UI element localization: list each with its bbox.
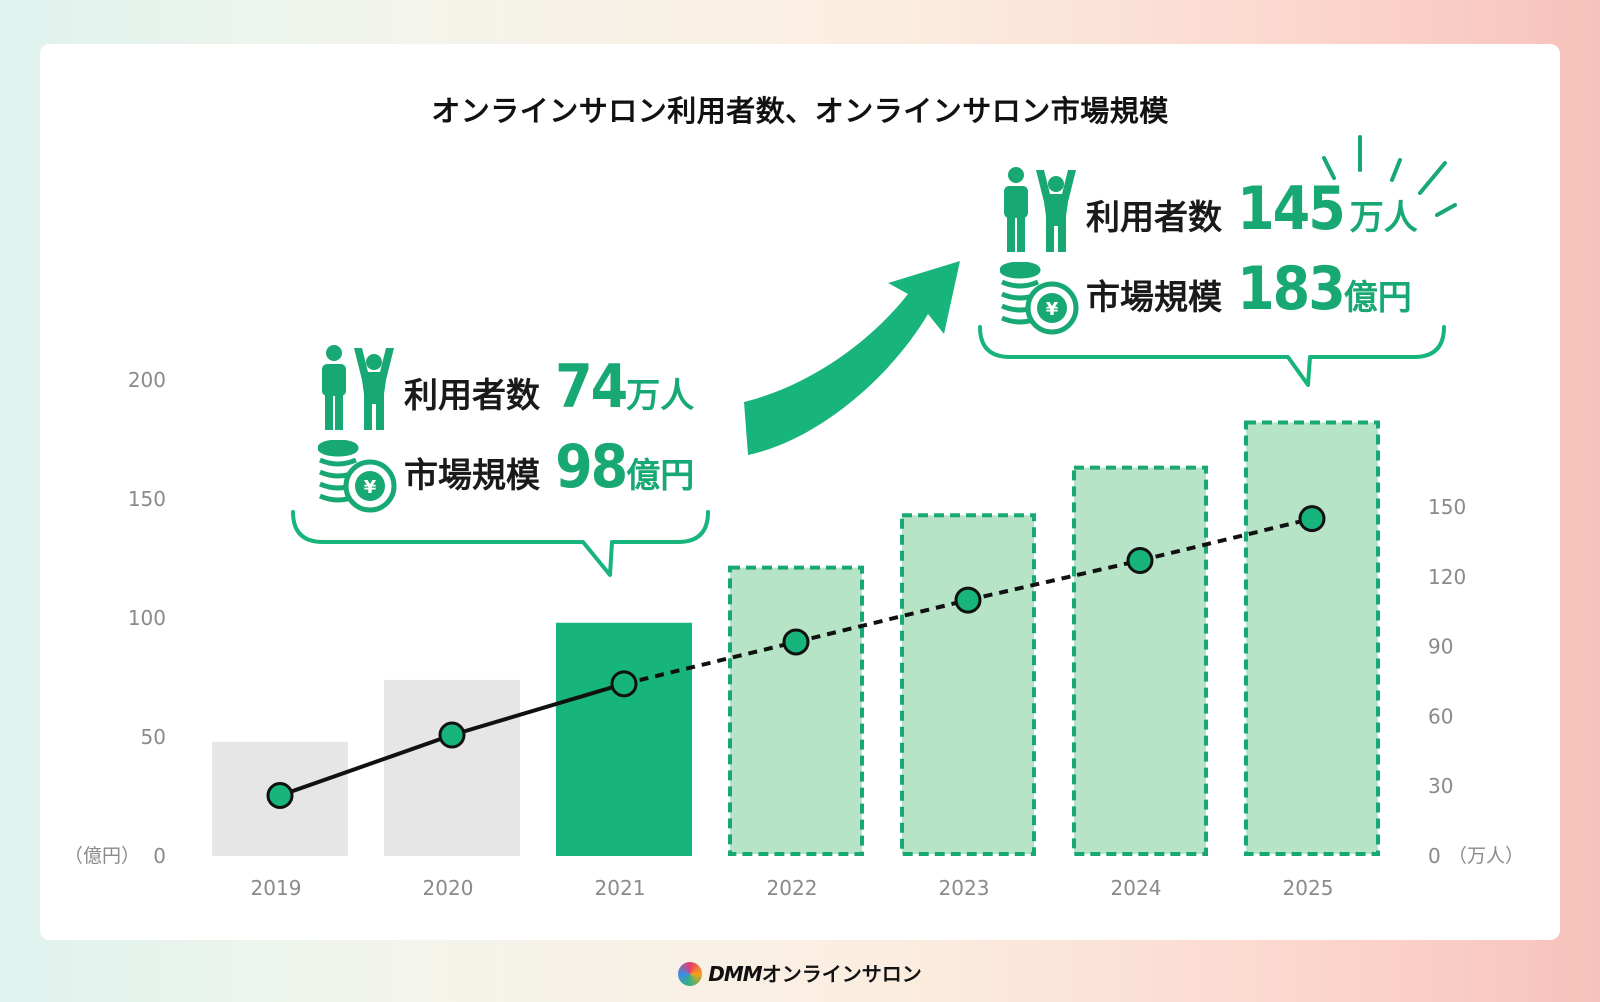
point-2021: [610, 670, 638, 698]
market-label: 市場規模: [1086, 278, 1222, 318]
market-unit: 億円: [1343, 278, 1412, 318]
right-tick-label: 120: [1428, 565, 1466, 589]
market-label: 市場規模: [404, 456, 540, 496]
callout-2021-bracket: [291, 510, 710, 577]
point-2024: [1126, 547, 1154, 575]
right-tick-label: 0: [1428, 844, 1441, 868]
users-label: 利用者数: [1086, 198, 1222, 238]
x-tick-label: 2020: [423, 876, 474, 900]
left-tick-label: 0: [153, 844, 166, 868]
point-2025: [1298, 505, 1326, 533]
footer-brand: DMM: [708, 962, 762, 986]
x-tick-label: 2019: [251, 876, 302, 900]
market-unit: 億円: [626, 456, 695, 496]
right-tick-label: 60: [1428, 704, 1453, 728]
coins-yen-icon: ¥: [317, 439, 398, 518]
point-2022: [782, 628, 810, 656]
people-icon: [1000, 166, 1080, 260]
svg-text:¥: ¥: [364, 477, 377, 498]
bar-2022: [728, 565, 864, 856]
x-tick-label: 2024: [1111, 876, 1162, 900]
svg-text:¥: ¥: [1046, 299, 1059, 320]
users-value: 74: [555, 352, 628, 422]
line-segment: [967, 558, 1141, 603]
bar-2021: [556, 622, 692, 856]
dmm-logo-icon: [678, 961, 703, 986]
right-tick-label: 30: [1428, 774, 1453, 798]
callout-2025: ¥ 利用者数 145 万人 市場規模 183億円: [999, 166, 1440, 346]
left-tick-label: 100: [128, 606, 166, 630]
people-icon: [318, 344, 398, 438]
footer-service: オンラインサロン: [761, 962, 922, 986]
callout-2021: ¥ 利用者数 74万人 市場規模 98億円: [317, 344, 718, 524]
point-2020: [438, 721, 466, 749]
x-tick-label: 2023: [939, 876, 990, 900]
right-tick-label: 90: [1428, 635, 1453, 659]
growth-arrow: [744, 261, 960, 455]
point-2019: [266, 782, 294, 810]
line-segment: [1139, 516, 1313, 563]
bar-2025: [1244, 420, 1380, 856]
right-axis-unit: （万人）: [1448, 845, 1524, 867]
line-segment: [451, 681, 625, 737]
bar-2023: [900, 513, 1036, 857]
users-unit: 万人: [626, 376, 695, 416]
left-tick-label: 150: [128, 487, 166, 511]
right-tick-label: 150: [1428, 495, 1466, 519]
bar-2020: [384, 679, 520, 856]
x-tick-label: 2021: [595, 876, 646, 900]
footer-logo: DMMオンラインサロン: [0, 958, 1600, 988]
burst-lines: [1322, 135, 1457, 217]
users-value: 145: [1237, 174, 1346, 244]
line-segment: [623, 640, 797, 686]
market-value: 98: [555, 432, 628, 502]
bar-2024: [1072, 465, 1208, 856]
users-label: 利用者数: [404, 376, 540, 416]
left-tick-label: 200: [128, 368, 166, 392]
x-tick-label: 2025: [1283, 876, 1334, 900]
line-segment: [279, 733, 453, 798]
users-unit: 万人: [1349, 198, 1418, 238]
left-tick-label: 50: [141, 725, 166, 749]
point-2023: [954, 586, 982, 614]
x-tick-label: 2022: [767, 876, 818, 900]
market-value: 183: [1237, 254, 1346, 324]
chart-title: オンラインサロン利用者数、オンラインサロン市場規模: [431, 94, 1169, 128]
left-axis-unit: （億円）: [64, 845, 140, 867]
line-segment: [795, 598, 969, 644]
coins-yen-icon: ¥: [999, 261, 1080, 340]
callout-2025-bracket: [978, 325, 1446, 387]
